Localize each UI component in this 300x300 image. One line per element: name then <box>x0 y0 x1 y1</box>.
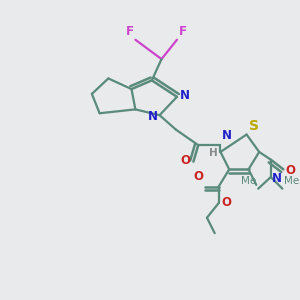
Text: Me: Me <box>284 176 300 186</box>
Text: O: O <box>181 154 190 167</box>
Text: Me: Me <box>241 176 256 186</box>
Text: O: O <box>285 164 295 177</box>
Text: N: N <box>148 110 158 123</box>
Text: H: H <box>209 148 218 158</box>
Text: O: O <box>221 196 232 209</box>
Text: N: N <box>221 129 232 142</box>
Text: N: N <box>180 89 190 102</box>
Text: O: O <box>193 170 203 183</box>
Text: S: S <box>248 118 259 133</box>
Text: F: F <box>179 25 187 38</box>
Text: N: N <box>272 172 282 184</box>
Text: F: F <box>125 25 134 38</box>
